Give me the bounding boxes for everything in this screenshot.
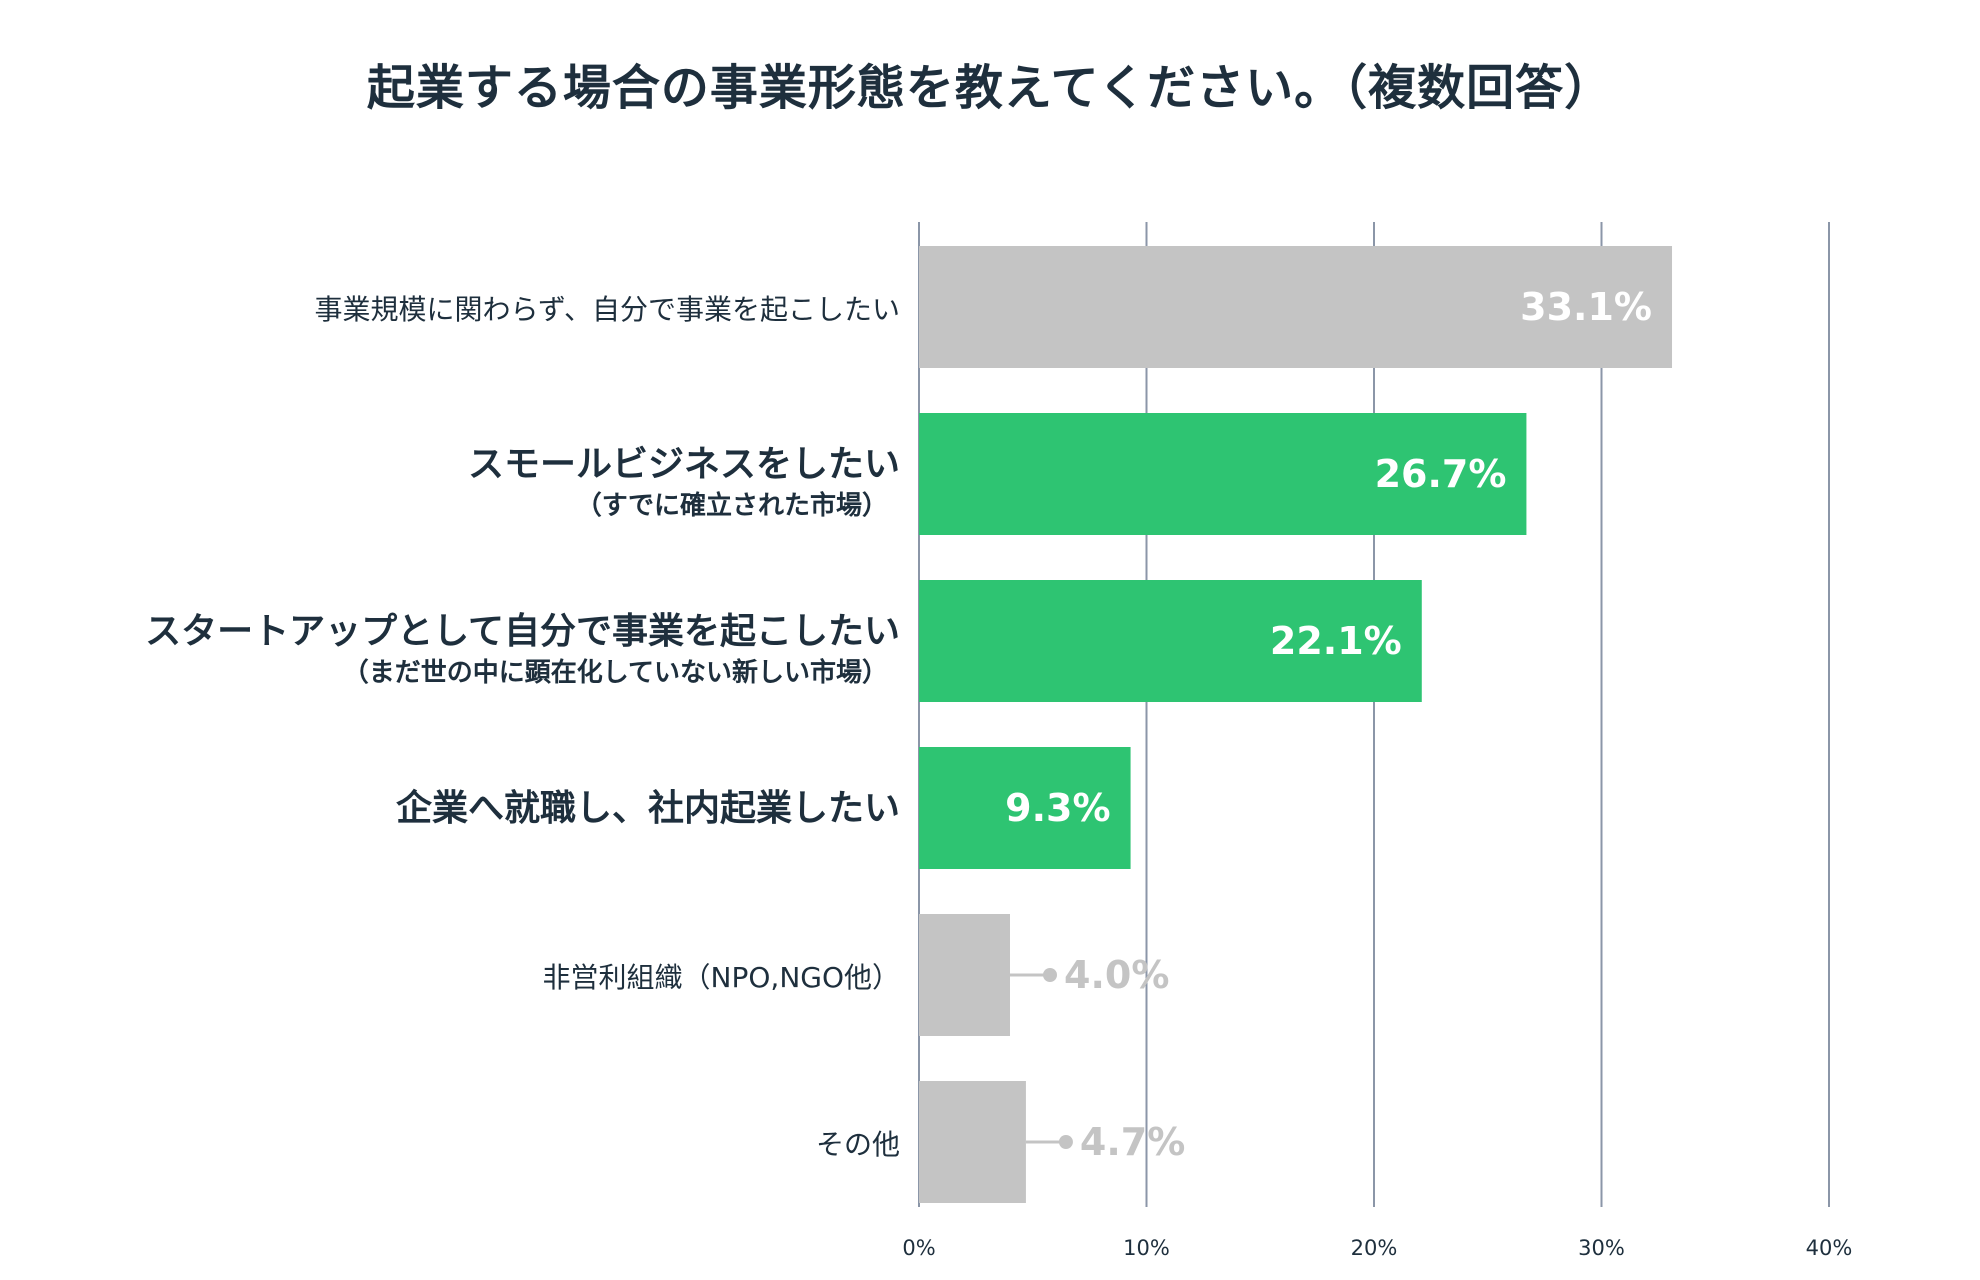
x-tick-label: 30% <box>1578 1236 1625 1260</box>
category-label-2: スモールビジネスをしたい <box>468 444 900 485</box>
value-label-1: 33.1% <box>1520 285 1652 329</box>
leader-dot-6 <box>1058 1135 1073 1149</box>
bar-5 <box>919 914 1010 1036</box>
bar-4 <box>919 747 1131 869</box>
value-label-6: 4.7% <box>1080 1120 1185 1164</box>
value-label-3: 22.1% <box>1270 619 1402 663</box>
category-label-5: 非営利組織（NPO,NGO他） <box>543 961 900 994</box>
bar-6 <box>919 1081 1026 1203</box>
bar-1 <box>919 246 1673 368</box>
category-label-3: スタートアップとして自分で事業を起こしたい <box>145 611 900 652</box>
x-tick-label: 0% <box>902 1236 935 1260</box>
category-label-4: 企業へ就職し、社内起業したい <box>396 787 900 829</box>
leader-dot-5 <box>1043 968 1057 982</box>
x-tick-label: 20% <box>1351 1236 1398 1260</box>
x-tick-label: 40% <box>1806 1236 1853 1260</box>
bar-2 <box>919 413 1527 535</box>
value-label-5: 4.0% <box>1064 953 1169 997</box>
x-tick-label: 10% <box>1123 1236 1170 1260</box>
category-sublabel-2: （すでに確立された市場） <box>576 490 888 521</box>
bar-3 <box>919 580 1422 702</box>
value-label-2: 26.7% <box>1375 452 1507 496</box>
category-label-1: 事業規模に関わらず、自分で事業を起こしたい <box>315 293 900 326</box>
category-sublabel-3: （まだ世の中に顕在化していない新しい市場） <box>343 657 888 688</box>
value-label-4: 9.3% <box>1005 786 1110 830</box>
category-label-6: その他 <box>816 1128 900 1161</box>
chart-title: 起業する場合の事業形態を教えてください。（複数回答） <box>366 60 1614 116</box>
